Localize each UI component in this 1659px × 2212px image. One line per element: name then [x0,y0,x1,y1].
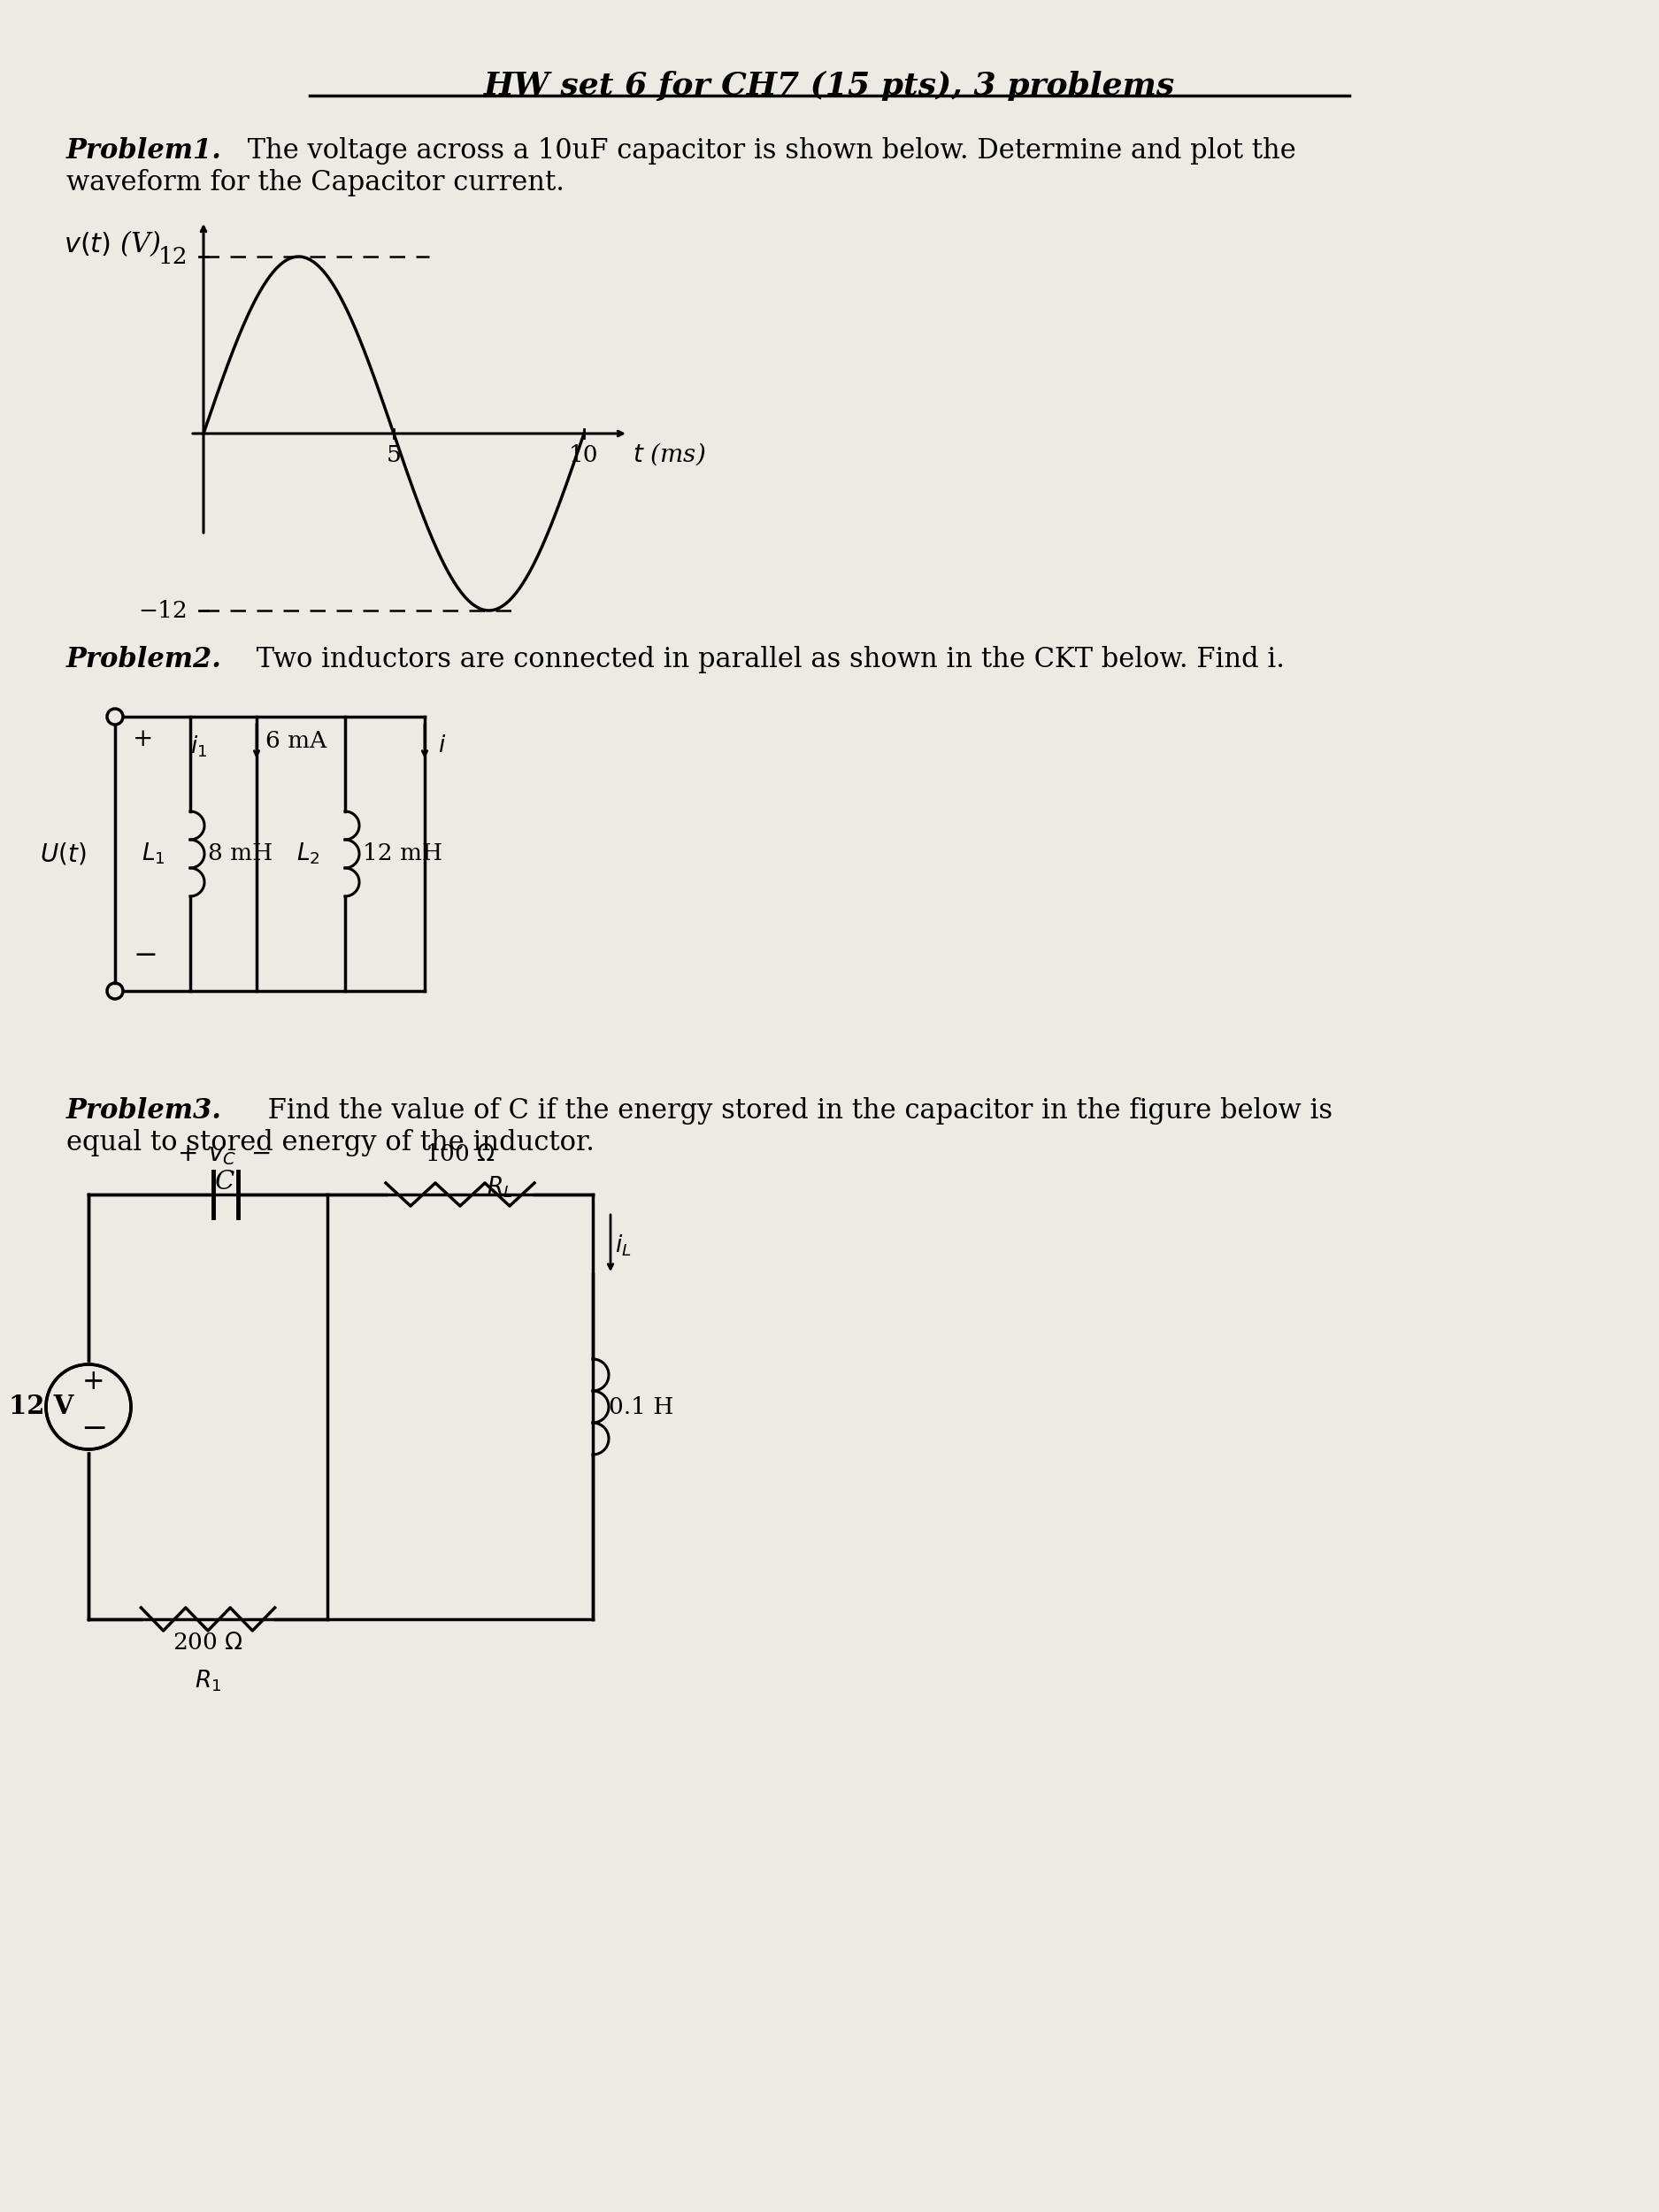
Text: Problem2.: Problem2. [66,646,222,672]
Text: $R_L$: $R_L$ [486,1175,513,1201]
Text: 5: 5 [387,445,401,467]
Text: 0.1 H: 0.1 H [609,1396,674,1418]
Text: equal to stored energy of the inductor.: equal to stored energy of the inductor. [66,1128,594,1157]
Text: 10: 10 [569,445,599,467]
Text: −: − [133,942,158,969]
Text: The voltage across a 10uF capacitor is shown below. Determine and plot the: The voltage across a 10uF capacitor is s… [239,137,1296,164]
Text: $t$ (ms): $t$ (ms) [632,440,705,467]
Text: $i$: $i$ [438,734,446,757]
Text: Problem1.: Problem1. [66,137,222,164]
Text: $R_1$: $R_1$ [194,1668,221,1694]
Text: 6 mA: 6 mA [265,730,327,752]
Text: $L_1$: $L_1$ [141,841,166,867]
Text: C: C [216,1170,234,1194]
Text: $L_2$: $L_2$ [297,841,320,867]
Text: 12: 12 [158,246,187,268]
Text: +: + [83,1369,105,1396]
Text: 12 V: 12 V [8,1394,73,1420]
Text: 100 $\Omega$: 100 $\Omega$ [425,1144,496,1166]
Text: Two inductors are connected in parallel as shown in the CKT below. Find i.: Two inductors are connected in parallel … [247,646,1284,672]
Text: HW set 6 for CH7 (15 pts), 3 problems: HW set 6 for CH7 (15 pts), 3 problems [483,71,1175,102]
Text: $v(t)$ (V): $v(t)$ (V) [63,228,161,259]
Text: Find the value of C if the energy stored in the capacitor in the figure below is: Find the value of C if the energy stored… [259,1097,1332,1124]
Text: −12: −12 [138,599,187,622]
Text: +: + [133,728,153,752]
Text: 200 $\Omega$: 200 $\Omega$ [173,1632,244,1655]
Text: 12 mH: 12 mH [363,843,443,865]
Text: waveform for the Capacitor current.: waveform for the Capacitor current. [66,168,564,197]
Text: −: − [80,1413,108,1444]
Text: $U(t)$: $U(t)$ [40,841,86,867]
Text: $i_L$: $i_L$ [615,1234,632,1259]
Text: Problem3.: Problem3. [66,1097,222,1124]
Text: $i_1$: $i_1$ [191,734,207,759]
Text: 8 mH: 8 mH [207,843,272,865]
Text: $+\;\,v_C\;\,-$: $+\;\,v_C\;\,-$ [178,1144,270,1168]
